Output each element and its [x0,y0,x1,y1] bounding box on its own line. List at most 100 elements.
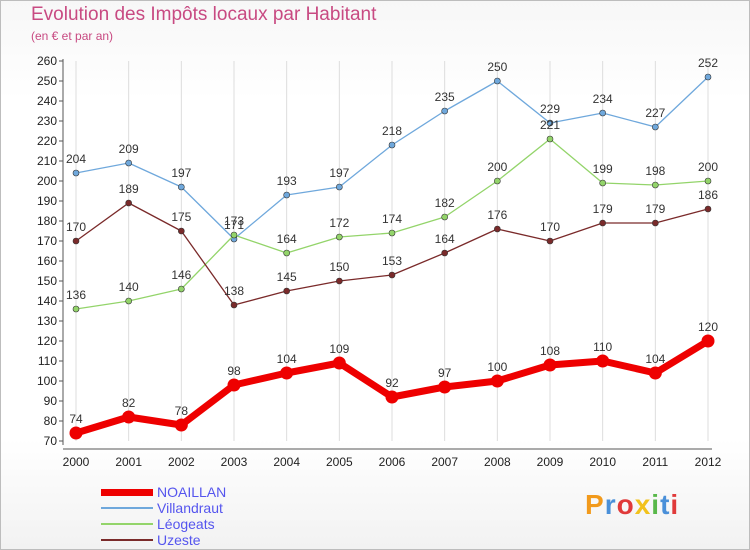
data-label-villandraut: 209 [119,142,139,156]
y-tick-label: 250 [37,74,57,88]
data-point-leogeats [388,229,396,237]
logo-letter: o [616,489,635,520]
proxiti-logo: Proxiti [585,489,679,521]
y-tick-label: 180 [37,214,57,228]
data-point-noaillan [227,378,241,392]
x-tick-label: 2009 [537,455,564,469]
data-label-noaillan: 120 [698,320,718,334]
data-point-uzeste [125,199,132,207]
data-point-villandraut [72,169,80,177]
data-label-leogeats: 200 [487,160,507,174]
data-point-leogeats [652,181,659,189]
y-tick-label: 150 [37,274,57,288]
x-tick-label: 2000 [63,455,90,469]
legend-label: Villandraut [157,500,223,516]
data-point-villandraut [652,123,659,131]
data-point-leogeats [441,213,448,221]
data-label-uzeste: 150 [329,260,349,274]
legend-swatch [101,539,153,541]
y-tick-label: 160 [37,254,57,268]
chart-title: Evolution des Impôts locaux par Habitant [31,4,377,25]
data-point-noaillan [701,334,715,348]
data-point-uzeste [283,287,290,295]
legend-swatch [101,489,153,496]
data-label-villandraut: 171 [224,218,244,232]
data-label-uzeste: 164 [435,232,455,246]
y-tick-label: 90 [44,394,58,408]
data-point-villandraut [336,183,343,191]
data-point-uzeste [388,271,396,279]
data-label-noaillan: 82 [122,396,136,410]
data-point-leogeats [125,297,132,305]
x-tick-label: 2006 [379,455,406,469]
data-point-noaillan [122,410,136,424]
data-point-noaillan [438,380,452,394]
x-tick-label: 2008 [484,455,511,469]
legend-swatch [101,523,153,525]
data-label-noaillan: 109 [329,342,349,356]
y-tick-label: 190 [37,194,57,208]
data-label-uzeste: 170 [66,220,86,234]
data-point-villandraut [388,141,396,149]
data-label-villandraut: 252 [698,56,718,70]
data-label-villandraut: 234 [593,92,613,106]
data-point-noaillan [385,390,399,404]
y-tick-label: 170 [37,234,57,248]
data-label-leogeats: 136 [66,288,86,302]
data-label-uzeste: 175 [171,210,191,224]
data-label-noaillan: 97 [438,366,452,380]
data-point-uzeste [72,237,80,245]
legend-label: NOAILLAN [157,484,227,500]
y-tick-label: 110 [38,354,57,368]
data-label-noaillan: 92 [385,376,399,390]
legend-item: Uzeste [101,532,321,548]
logo-letter: x [634,489,652,520]
y-tick-label: 120 [37,334,57,348]
data-label-leogeats: 164 [277,232,297,246]
data-point-villandraut [283,191,290,199]
data-label-leogeats: 200 [698,160,718,174]
data-label-uzeste: 170 [540,220,560,234]
data-label-villandraut: 197 [171,166,191,180]
data-point-uzeste [599,219,606,227]
data-point-leogeats [494,177,501,185]
data-point-leogeats [336,233,343,241]
data-label-uzeste: 176 [487,208,507,222]
data-label-uzeste: 179 [645,202,665,216]
data-label-noaillan: 104 [645,352,665,366]
data-label-noaillan: 104 [277,352,297,366]
legend-swatch [101,507,153,509]
data-point-uzeste [546,237,554,245]
data-point-leogeats [546,135,554,143]
data-point-villandraut [178,183,185,191]
x-tick-label: 2012 [695,455,722,469]
data-label-leogeats: 174 [382,212,402,226]
data-label-noaillan: 100 [487,360,507,374]
data-point-leogeats [178,285,185,293]
data-label-villandraut: 218 [382,124,402,138]
data-point-noaillan [280,366,294,380]
y-tick-label: 100 [37,374,57,388]
legend-item: Léogeats [101,516,321,532]
y-tick-label: 140 [37,294,57,308]
x-tick-label: 2003 [221,455,248,469]
data-label-uzeste: 179 [593,202,613,216]
data-point-villandraut [546,119,554,127]
data-point-noaillan [543,358,557,372]
data-label-uzeste: 153 [382,254,402,268]
legend-item: Villandraut [101,500,321,516]
data-label-villandraut: 229 [540,102,560,116]
data-label-noaillan: 98 [227,364,241,378]
y-tick-label: 70 [44,434,58,448]
y-tick-label: 260 [37,54,57,68]
y-tick-label: 130 [37,314,57,328]
data-label-uzeste: 186 [698,188,718,202]
data-label-uzeste: 138 [224,284,244,298]
data-point-noaillan [332,356,346,370]
data-label-villandraut: 204 [66,152,86,166]
data-point-uzeste [230,301,238,309]
x-tick-label: 2007 [431,455,458,469]
y-tick-label: 230 [37,114,57,128]
logo-letter: P [585,489,605,520]
